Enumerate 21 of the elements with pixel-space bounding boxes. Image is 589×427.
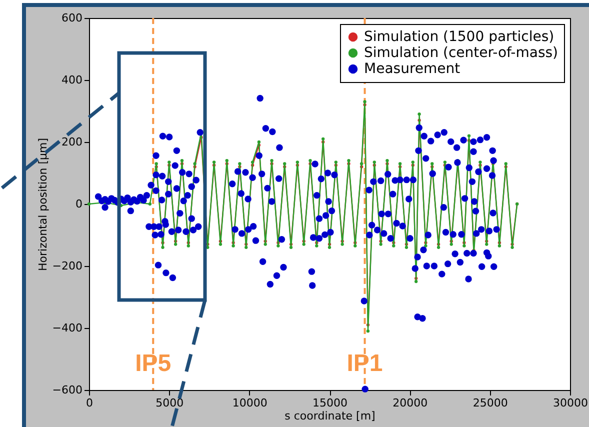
y-tick-label: 400 [62, 74, 82, 86]
x-tick-label: 20000 [392, 396, 428, 410]
y-tick-label: 200 [62, 136, 82, 148]
y-tick-label: 0 [76, 198, 82, 210]
x-tick-label: 5000 [156, 396, 184, 410]
y-tick-label: −600 [52, 384, 82, 396]
x-tick-label: 0 [86, 396, 93, 410]
legend-label: Simulation (1500 particles) [364, 29, 554, 45]
x-axis-title: s coordinate [m] [284, 410, 376, 422]
legend-label: Measurement [364, 61, 461, 77]
x-tick-label: 25000 [472, 396, 508, 410]
x-tick-label: 15000 [312, 396, 348, 410]
ref-line-label: IP1 [346, 350, 383, 377]
ref-line-label: IP5 [135, 350, 172, 377]
y-tick-label: −200 [52, 260, 82, 272]
y-tick-label: −400 [52, 322, 82, 334]
x-tick-label: 30000 [553, 396, 588, 410]
y-tick-label: 600 [62, 12, 82, 24]
legend-label: Simulation (center-of-mass) [364, 45, 558, 61]
y-axis-title: Horizontal position [μm] [36, 138, 50, 272]
x-tick-label: 10000 [232, 396, 268, 410]
